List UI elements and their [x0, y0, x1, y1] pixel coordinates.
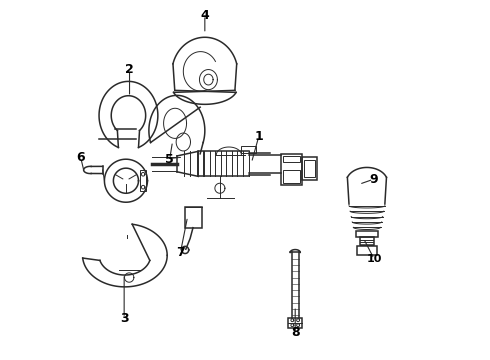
Bar — [288, 318, 302, 328]
Text: 3: 3 — [120, 311, 128, 325]
Text: 5: 5 — [165, 153, 174, 166]
Text: 9: 9 — [369, 173, 378, 186]
Bar — [360, 237, 374, 245]
Bar — [302, 157, 317, 180]
Text: 4: 4 — [200, 9, 209, 22]
Text: 8: 8 — [291, 326, 299, 339]
Bar — [185, 207, 202, 228]
Bar — [242, 146, 256, 153]
Bar — [356, 231, 378, 237]
Text: 10: 10 — [367, 254, 382, 264]
Text: 2: 2 — [125, 63, 134, 76]
Bar — [283, 170, 299, 183]
Bar — [304, 159, 315, 177]
Bar — [283, 156, 299, 162]
Text: 6: 6 — [76, 151, 85, 164]
Bar — [357, 246, 377, 255]
Bar — [281, 154, 302, 185]
Bar — [140, 170, 146, 192]
Text: 7: 7 — [176, 246, 185, 259]
Text: 1: 1 — [254, 130, 263, 144]
